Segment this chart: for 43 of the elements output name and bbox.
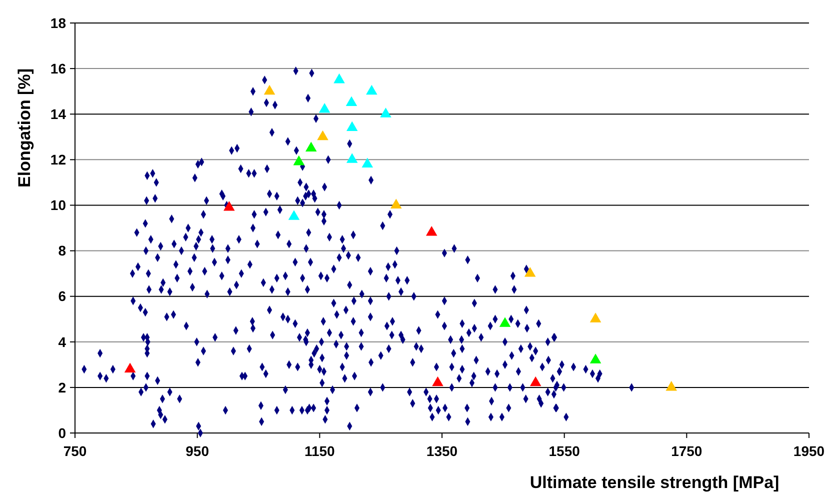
y-tick-label: 10 <box>50 197 66 214</box>
point <box>524 267 536 277</box>
y-tick-label: 4 <box>58 334 66 350</box>
y-tick-label: 14 <box>50 106 66 122</box>
point <box>264 84 276 95</box>
point <box>318 103 330 113</box>
point <box>124 362 136 372</box>
y-tick-label: 16 <box>50 60 66 76</box>
y-tick-label: 8 <box>58 242 66 259</box>
x-tick-label: 750 <box>63 443 87 459</box>
point <box>432 376 444 386</box>
point <box>530 376 542 386</box>
point <box>334 73 345 84</box>
x-tick-label: 1950 <box>793 443 825 459</box>
point <box>590 312 602 322</box>
point <box>305 142 317 152</box>
x-tick-label: 1750 <box>671 443 702 459</box>
y-tick-label: 2 <box>58 379 66 396</box>
point <box>366 84 378 95</box>
y-tick-label: 18 <box>50 14 66 31</box>
x-tick-label: 950 <box>186 443 210 459</box>
y-axis-title: Elongation [%] <box>15 68 34 188</box>
x-tick-label: 1350 <box>426 443 458 459</box>
point <box>390 198 402 208</box>
y-tick-label: 12 <box>50 152 66 168</box>
point <box>499 317 511 327</box>
x-tick-label: 1150 <box>304 443 336 459</box>
x-axis-title: Ultimate tensile strength [MPa] <box>530 473 780 492</box>
point <box>380 108 392 118</box>
point <box>288 210 300 220</box>
point <box>362 158 374 168</box>
point <box>293 155 305 166</box>
point <box>346 153 358 163</box>
point <box>224 200 235 211</box>
point <box>590 354 602 364</box>
point <box>426 226 438 236</box>
point <box>346 121 358 132</box>
y-tick-label: 6 <box>58 288 66 304</box>
point <box>346 96 358 106</box>
x-tick-label: 1550 <box>548 443 580 459</box>
point <box>317 130 328 140</box>
y-tick-label: 0 <box>58 424 66 441</box>
point <box>666 380 678 391</box>
